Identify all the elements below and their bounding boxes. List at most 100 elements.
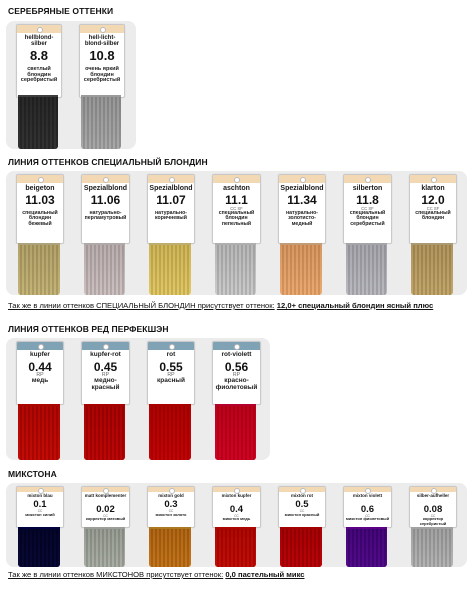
shade-description: микстон медь [222,516,251,522]
tag-hole-icon [299,487,306,494]
shade-tag: aschton 11.1 CC SF специальный блондин пепе… [212,174,261,244]
color-swatch[interactable]: kupfer 0.44 RP медь [10,341,68,460]
shade-line-code: CC [299,509,305,514]
color-swatch[interactable]: silberton 11.8 CC SF специальный блондин се… [338,174,396,295]
shade-code: 0.55 [159,359,183,374]
shade-description: микстон синий [25,511,55,517]
shade-description: светлый блондин серебристый [20,65,58,84]
hair-strand-sample [214,527,257,567]
shade-line-code: CC [37,509,43,514]
color-swatch[interactable]: beigeton 11.03 специальный блондин бежевый [10,174,68,295]
note-blond: Так же в линии оттенков СПЕЦИАЛЬНЫЙ БЛОН… [8,301,433,310]
hair-strand-sample [18,527,60,567]
shade-description: медь [31,377,49,385]
shade-code: 11.03 [25,193,55,208]
color-swatch[interactable]: aschton 11.1 CC SF специальный блондин пепе… [207,174,265,295]
color-swatch[interactable]: silber-aufheller 0.08 CC корректор серебрис… [403,486,461,567]
hair-strand-sample [83,404,126,460]
shade-name: mixton blau [27,493,53,498]
shade-description: корректор матовый [85,516,126,522]
shade-line-code: CC SF [426,206,440,211]
color-swatch[interactable]: Spezialblond 11.06 натурально-перламутровы… [76,174,134,295]
note-blond-prefix: Так же в линии оттенков СПЕЦИАЛЬНЫЙ БЛОН… [8,301,275,310]
shade-name: Spezialblond [83,185,128,192]
shade-description: натурально-коричневый [154,209,188,222]
shade-tag: Spezialblond 11.34 натурально-золотисто-ме… [277,174,327,244]
shade-tag: klarton 12.0 CC SF специальный блондин [408,174,458,244]
shade-code: 11.1 [225,193,248,208]
color-swatch[interactable]: mixton rot 0.5 CC микстон красный [272,486,330,567]
note-mix: Так же в линии оттенков МИКСТОНОВ присут… [8,570,305,579]
shade-code: 0.4 [229,503,244,515]
shade-code: 11.06 [90,193,121,208]
color-swatch[interactable]: rot-violett 0.56 RP красно-фиолетовый [207,341,265,460]
shade-name: hellblond-silber [24,35,54,48]
shade-description: специальный блондин пепельный [218,209,255,227]
shade-line-code: CC [365,513,370,518]
color-swatch[interactable]: hellblond-silber 8.8 светлый блондин сереб… [10,24,66,149]
tag-hole-icon [365,487,372,494]
color-swatch[interactable]: hell-licht-blond-silber 10.8 очень яркий б… [73,24,129,149]
hair-strand-sample [18,404,60,460]
shade-code: 0.08 [423,503,443,515]
shade-description: специальный блондин серебристый [349,209,386,227]
shade-tag: silberton 11.8 CC SF специальный блондин се… [343,174,392,244]
color-swatch[interactable]: rot 0.55 RP красный [141,341,199,460]
shade-code: 0.44 [28,359,52,374]
color-swatch[interactable]: Spezialblond 11.34 натурально-золотисто-ме… [272,174,330,295]
note-blond-value: 12,0+ специальный блондин ясный плюс [276,301,434,310]
tag-hole-icon [37,344,44,350]
section-title-blond: ЛИНИЯ ОТТЕНКОВ СПЕЦИАЛЬНЫЙ БЛОНДИН [8,157,208,167]
shade-tag: mixton blau 0.1 CC микстон синий [15,486,65,528]
shade-line-code: CC [103,513,108,518]
color-swatch[interactable]: mixton gold 0.3 CC микстон золото [141,486,199,567]
color-swatch[interactable]: kupfer-rot 0.45 RP медно-красный [76,341,134,460]
shade-name: klarton [421,185,445,192]
hair-strand-sample [345,243,388,295]
hair-strand-sample [149,404,191,460]
section-title-red: ЛИНИЯ ОТТЕНКОВ РЕД ПЕРФЕКШЭН [8,324,169,334]
tag-hole-icon [430,177,437,183]
hair-strand-sample [411,527,453,567]
shade-tag: hell-licht-blond-silber 10.8 очень яркий б… [78,24,126,98]
shade-name: mixton rot [290,493,313,498]
hair-strand-sample [80,95,122,149]
color-swatch[interactable]: mixton kupfer 0.4 CC микстон медь [207,486,265,567]
tag-hole-icon [103,177,110,183]
shade-tag: rot 0.55 RP красный [146,341,196,405]
shade-code: 0.5 [295,499,309,511]
note-mix-prefix: Так же в линии оттенков МИКСТОНОВ присут… [8,570,224,579]
tag-hole-icon [103,344,110,350]
shade-description: микстон фиолетовый [345,516,390,522]
tag-hole-icon [299,177,306,183]
color-swatch[interactable]: klarton 12.0 CC SF специальный блондин [403,174,461,295]
tag-hole-icon [365,177,372,183]
color-swatch[interactable]: matt komplementer 0.02 CC корректор матовый [76,486,134,567]
hair-strand-sample [280,527,322,567]
shade-tag: silber-aufheller 0.08 CC корректор серебрис… [408,486,458,528]
color-swatch[interactable]: Spezialblond 11.07 натурально-коричневый [141,174,199,295]
tag-hole-icon [99,27,106,33]
shade-line-code: RP [167,372,175,379]
color-swatch[interactable]: mixton blau 0.1 CC микстон синий [10,486,68,567]
shade-name: silberton [352,185,383,192]
shade-name: kupfer-rot [90,351,121,358]
shade-name: silber-aufheller [416,493,450,498]
color-swatch[interactable]: mixton violett 0.6 CC микстон фиолетовый [338,486,396,567]
shade-name: Spezialblond [280,185,324,192]
shade-name: beigeton [25,185,55,192]
section-title-silver: СЕРЕБРЯНЫЕ ОТТЕНКИ [8,6,114,16]
shade-tag: mixton gold 0.3 CC микстон золото [146,486,196,528]
section-title-mix: МИКСТОНА [8,469,57,479]
hair-strand-sample [149,243,191,295]
tag-hole-icon [234,177,241,183]
hair-strand-sample [149,527,191,567]
hair-strand-sample [83,243,126,295]
shade-name: aschton [223,185,250,192]
shade-description: натурально-золотисто-медный [285,209,319,227]
shade-code: 10.8 [89,48,115,64]
shade-line-code: CC [234,513,239,518]
shade-description: медно-красный [91,377,120,392]
shade-description: специальный блондин бежевый [22,209,58,227]
hair-strand-sample [17,95,59,149]
